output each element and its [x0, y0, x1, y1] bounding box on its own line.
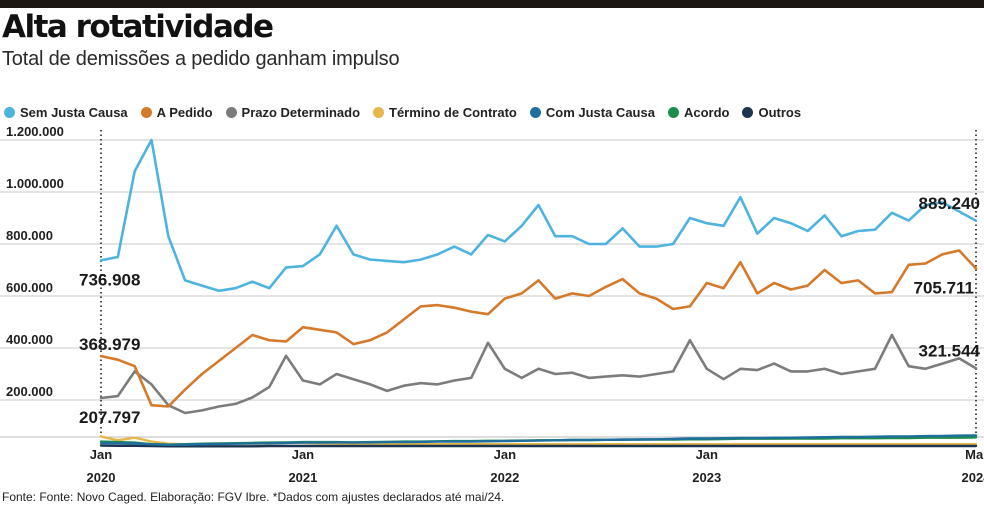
legend-swatch — [667, 106, 679, 118]
legend-label: Com Justa Causa — [545, 104, 655, 120]
chart-subtitle: Total de demissões a pedido ganham impul… — [2, 48, 400, 70]
series-line — [99, 444, 978, 448]
x-tick-year: 2020 — [87, 470, 116, 485]
legend-swatch — [4, 106, 15, 118]
x-tick-month: Mai — [965, 447, 984, 462]
legend-item: Prazo Determinado — [225, 104, 361, 120]
legend-swatch — [373, 106, 385, 118]
x-tick-month: Jan — [696, 447, 718, 462]
legend-swatch — [742, 106, 754, 118]
series-line — [99, 333, 978, 415]
x-tick-year: 2022 — [490, 470, 519, 485]
y-tick-label: 200.000 — [6, 384, 53, 399]
data-label: 321.544 — [919, 341, 981, 360]
legend-item: Outros — [742, 105, 801, 120]
y-tick-label: 600.000 — [6, 280, 53, 295]
legend-label: Término de Contrato — [389, 104, 517, 120]
x-tick-year: 2024 — [962, 470, 984, 485]
x-tick-month: Jan — [90, 447, 112, 462]
series-line — [99, 249, 978, 408]
series-line — [99, 434, 978, 446]
legend-label: Sem Justa Causa — [20, 104, 128, 120]
legend-label: Outros — [758, 104, 802, 120]
legend-item: Com Justa Causa — [529, 104, 655, 120]
legend-label: Acordo — [683, 104, 730, 120]
legend-swatch — [225, 106, 237, 118]
series-line — [99, 138, 978, 293]
legend-label: Prazo Determinado — [241, 104, 361, 120]
legend-swatch — [140, 106, 152, 118]
legend-item: Término de Contrato — [373, 105, 517, 120]
source-note: Fonte: Fonte: Novo Caged. Elaboração: FG… — [2, 490, 505, 504]
chart-title: Alta rotatividade — [2, 9, 274, 45]
y-tick-label: 1.200.000 — [6, 126, 64, 139]
legend-swatch — [529, 106, 541, 118]
legend-item: A Pedido — [140, 104, 213, 120]
y-tick-label: 800.000 — [6, 228, 53, 243]
legend-item: Sem Justa Causa — [4, 105, 128, 120]
y-tick-label: 400.000 — [6, 332, 53, 347]
x-tick-month: Jan — [494, 447, 516, 462]
legend-label: A Pedido — [156, 104, 213, 120]
legend-item: Acordo — [667, 104, 730, 120]
data-label: 207.797 — [79, 408, 140, 427]
x-tick-year: 2021 — [288, 470, 317, 485]
y-tick-label: 1.000.000 — [6, 176, 64, 191]
data-label: 736.908 — [79, 270, 140, 289]
x-tick-year: 2023 — [692, 470, 721, 485]
data-label: 368.979 — [79, 335, 140, 354]
x-tick-month: Jan — [292, 447, 314, 462]
top-rule — [0, 0, 984, 8]
line-chart: 200.000 400.000 600.000 800.000 1.000.000 1.2… — [0, 126, 984, 485]
data-label: 889.240 — [919, 194, 980, 213]
data-label: 705.711 — [913, 279, 974, 298]
chart-legend: Sem Justa Causa A Pedido Prazo Determinado… — [4, 103, 814, 121]
